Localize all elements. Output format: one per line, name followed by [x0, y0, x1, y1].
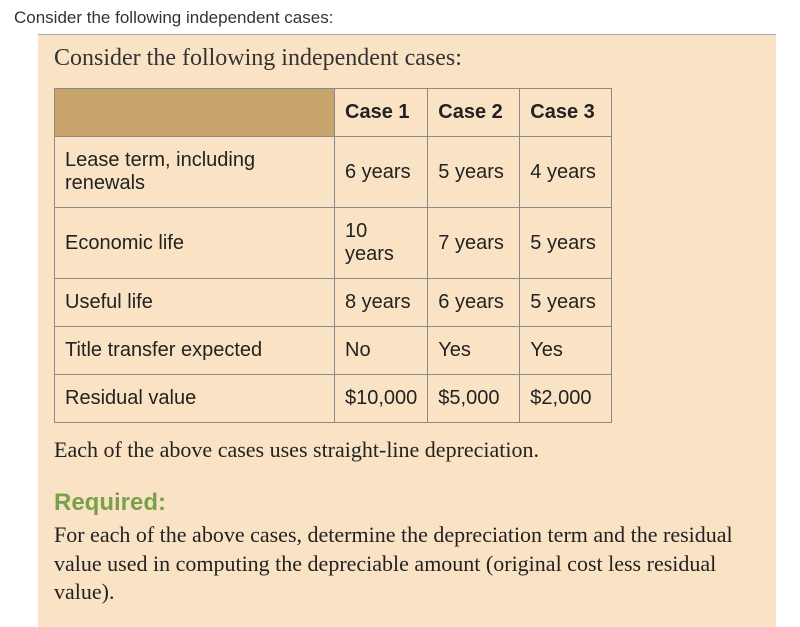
row-label: Residual value	[55, 375, 335, 423]
cell: 10 years	[335, 208, 428, 279]
cell: $2,000	[520, 375, 612, 423]
cell: No	[335, 327, 428, 375]
cell: $5,000	[428, 375, 520, 423]
cell: 7 years	[428, 208, 520, 279]
cell: Yes	[520, 327, 612, 375]
cell: 5 years	[520, 279, 612, 327]
row-label: Title transfer expected	[55, 327, 335, 375]
problem-container: Consider the following independent cases…	[38, 34, 776, 627]
cell: 5 years	[428, 137, 520, 208]
required-text: For each of the above cases, determine t…	[54, 521, 760, 607]
table-row: Residual value $10,000 $5,000 $2,000	[55, 375, 612, 423]
table-row: Economic life 10 years 7 years 5 years	[55, 208, 612, 279]
cell: 5 years	[520, 208, 612, 279]
table-header-row: Case 1 Case 2 Case 3	[55, 89, 612, 137]
row-label: Economic life	[55, 208, 335, 279]
col-header-case2: Case 2	[428, 89, 520, 137]
table-row: Title transfer expected No Yes Yes	[55, 327, 612, 375]
cell: 8 years	[335, 279, 428, 327]
row-label: Useful life	[55, 279, 335, 327]
page-title: Consider the following independent cases…	[0, 0, 800, 34]
cases-table: Case 1 Case 2 Case 3 Lease term, includi…	[54, 88, 612, 423]
table-row: Useful life 8 years 6 years 5 years	[55, 279, 612, 327]
col-header-case1: Case 1	[335, 89, 428, 137]
cell: 4 years	[520, 137, 612, 208]
table-corner	[55, 89, 335, 137]
col-header-case3: Case 3	[520, 89, 612, 137]
cell: $10,000	[335, 375, 428, 423]
cell: 6 years	[335, 137, 428, 208]
problem-title: Consider the following independent cases…	[54, 45, 760, 72]
cell: 6 years	[428, 279, 520, 327]
required-heading: Required:	[54, 489, 760, 517]
row-label: Lease term, including renewals	[55, 137, 335, 208]
cell: Yes	[428, 327, 520, 375]
depreciation-note: Each of the above cases uses straight-li…	[54, 437, 760, 463]
table-row: Lease term, including renewals 6 years 5…	[55, 137, 612, 208]
